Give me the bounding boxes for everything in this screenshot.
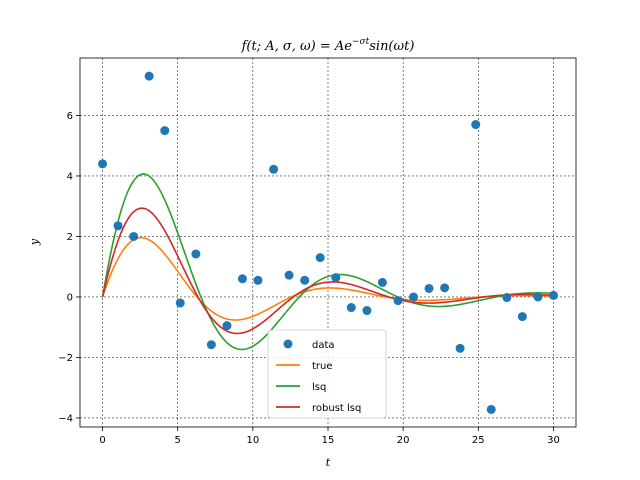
data-point <box>269 164 279 174</box>
x-tick-label: 20 <box>397 435 410 446</box>
y-axis-label: y <box>28 238 41 246</box>
x-tick-label: 5 <box>175 435 181 446</box>
y-tick-label: −4 <box>58 413 73 424</box>
legend-box <box>267 329 387 419</box>
x-tick-label: 0 <box>99 435 105 446</box>
x-tick-label: 15 <box>322 435 335 446</box>
y-tick-label: 4 <box>67 171 73 182</box>
legend-label-lsq: lsq <box>312 382 326 393</box>
data-point <box>533 292 543 302</box>
data-point <box>206 340 216 350</box>
data-point <box>409 292 419 302</box>
data-point <box>440 283 450 293</box>
plot-lines <box>101 173 554 351</box>
series-line-lsq <box>101 173 554 351</box>
data-point <box>346 303 356 313</box>
data-point <box>175 298 185 308</box>
data-point <box>315 253 325 263</box>
data-point <box>129 231 139 241</box>
axis-ticks: 0 5 10 15 20 25 30 −4 −2 0 2 4 6 <box>58 111 560 446</box>
data-point <box>253 275 263 285</box>
chart-title-superscript: −σt <box>352 37 370 47</box>
legend: data true lsq robust lsq <box>267 329 387 419</box>
data-point <box>160 126 170 136</box>
data-point <box>471 120 481 130</box>
legend-label-data: data <box>312 340 335 351</box>
data-point <box>455 343 465 353</box>
legend-label-true: true <box>312 361 333 372</box>
data-point <box>393 296 403 306</box>
data-point <box>144 71 154 81</box>
legend-label-robust-lsq: robust lsq <box>312 403 361 414</box>
data-point <box>517 312 527 322</box>
data-point <box>284 270 294 280</box>
x-tick-label: 10 <box>246 435 259 446</box>
y-tick-label: 6 <box>67 111 73 122</box>
y-tick-label: 0 <box>67 292 73 303</box>
series-line-robust-lsq <box>101 207 554 335</box>
data-point <box>502 293 512 303</box>
data-point <box>331 273 341 283</box>
chart-title-main: f(t; A, σ, ω) = Ae <box>241 39 353 54</box>
y-tick-label: −2 <box>58 353 73 364</box>
x-tick-label: 25 <box>472 435 485 446</box>
data-point <box>222 321 232 331</box>
data-point <box>486 404 496 414</box>
y-tick-label: 2 <box>67 232 73 243</box>
data-point <box>377 277 387 287</box>
x-axis-label: t <box>326 456 331 469</box>
data-point <box>237 274 247 284</box>
data-point <box>113 221 123 231</box>
x-tick-label: 30 <box>547 435 560 446</box>
data-point <box>424 283 434 293</box>
chart-title: f(t; A, σ, ω) = Ae−σtsin(ωt) <box>241 37 415 54</box>
plot-points <box>98 71 558 414</box>
data-point <box>362 306 372 316</box>
chart-title-tail: sin(ωt) <box>369 39 414 54</box>
data-point <box>191 249 201 259</box>
legend-marker-data <box>283 339 293 349</box>
data-point <box>98 159 108 169</box>
data-point <box>548 290 558 300</box>
data-point <box>300 275 310 285</box>
